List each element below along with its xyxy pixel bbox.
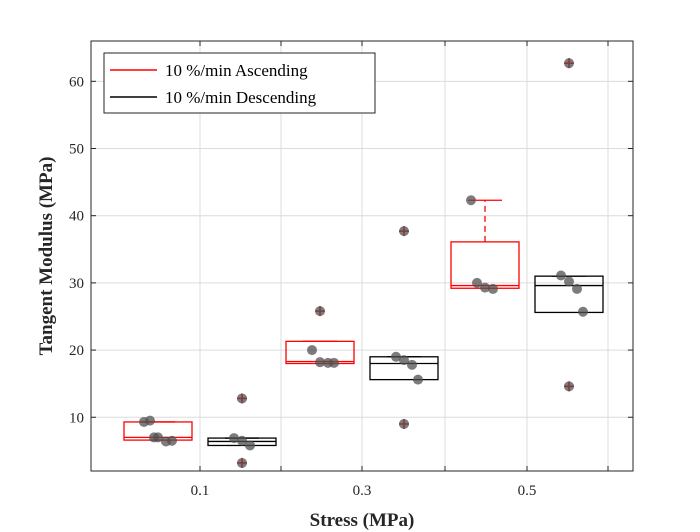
data-point (578, 306, 588, 317)
data-point (391, 351, 401, 362)
data-point (315, 306, 325, 317)
data-point (466, 195, 476, 206)
y-tick-label: 30 (69, 276, 84, 292)
legend: 10 %/min Ascending 10 %/min Descending (103, 52, 376, 114)
data-point (399, 355, 409, 366)
data-point (564, 276, 574, 287)
data-point (237, 393, 247, 404)
x-axis-title: Stress (MPa) (310, 510, 415, 531)
x-tick-label: 0.5 (518, 483, 537, 499)
data-point (572, 283, 582, 294)
data-point (399, 226, 409, 237)
data-point (480, 282, 490, 293)
data-points (139, 58, 588, 468)
y-tick-label: 60 (69, 74, 84, 90)
data-point (237, 435, 247, 446)
data-point (315, 357, 325, 368)
data-point (149, 432, 159, 443)
data-point (167, 435, 177, 446)
data-point (407, 359, 417, 370)
y-tick-label: 10 (69, 410, 84, 426)
data-point (329, 357, 339, 368)
legend-label-descending: 10 %/min Descending (165, 88, 317, 107)
legend-label-ascending: 10 %/min Ascending (165, 61, 308, 80)
data-point (472, 277, 482, 288)
data-point (413, 374, 423, 385)
y-tick-label: 20 (69, 343, 84, 359)
data-point (237, 457, 247, 468)
data-point (556, 270, 566, 281)
data-point (564, 58, 574, 69)
data-point (245, 440, 255, 451)
ticks: 10 20 30 40 50 60 0.1 0.3 0.5 (69, 41, 633, 499)
x-tick-label: 0.1 (191, 483, 210, 499)
data-point (488, 283, 498, 294)
x-tick-label: 0.3 (353, 483, 372, 499)
data-point (564, 381, 574, 392)
data-point (229, 433, 239, 444)
data-point (145, 415, 155, 426)
data-point (307, 345, 317, 356)
data-point (399, 418, 409, 429)
y-tick-label: 50 (69, 142, 84, 158)
y-axis-title: Tangent Modulus (MPa) (36, 157, 57, 356)
legend-box (103, 52, 376, 114)
y-tick-label: 40 (69, 209, 84, 225)
